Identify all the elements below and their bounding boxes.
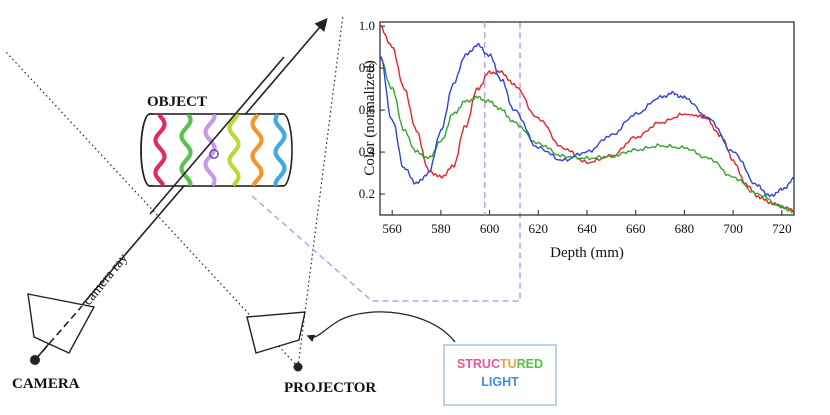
structured-light-box [443, 344, 557, 406]
y-tick-label: 0.6 [359, 102, 376, 117]
chart-series [379, 24, 795, 214]
chart-ticks: 560 580 600 620 640 660 680 700 720 0.2 0.4 0.6 0.8 1… [359, 18, 792, 236]
stripe-green [179, 113, 193, 187]
light-word: LIGHT [481, 375, 519, 389]
structured-light-part: STRUC [457, 357, 500, 371]
camera-optical-axis [34, 305, 83, 361]
chart-y-axis-label: Color (normalized) [362, 60, 378, 175]
stripe-orange [250, 113, 264, 187]
x-tick-label: 700 [723, 221, 743, 236]
series-red [379, 24, 795, 213]
x-tick-label: 600 [480, 221, 500, 236]
y-tick-label: 0.2 [359, 186, 375, 201]
camera-ray-segment [149, 56, 285, 215]
stripe-lime [227, 113, 241, 187]
camera-center-dot [30, 355, 40, 365]
x-tick-label: 680 [675, 221, 695, 236]
x-tick-label: 620 [529, 221, 549, 236]
projector-center-dot [293, 362, 303, 372]
depth-color-chart: 560 580 600 620 640 660 680 700 720 0.2 0.4 0.6 0.8 1… [359, 18, 795, 261]
projector-frustum-right [297, 14, 344, 368]
y-tick-label: 0.4 [359, 144, 376, 159]
x-tick-label: 660 [626, 221, 646, 236]
correspondence-dashed-path [251, 22, 521, 302]
series-blue [379, 42, 795, 198]
structured-light-part: TU [500, 357, 517, 371]
camera-ray-label: camera ray [80, 251, 131, 308]
x-tick-label: 640 [577, 221, 597, 236]
object-label: OBJECT [147, 94, 207, 110]
structured-light-part: RED [517, 357, 543, 371]
y-tick-label: 1.0 [359, 18, 375, 33]
structured-light-title: STRUCTURED [457, 357, 543, 371]
projector-label: PROJECTOR [284, 380, 376, 396]
camera-ray-arrow [34, 18, 328, 361]
stripe-sky [273, 113, 287, 187]
camera-label: CAMERA [12, 376, 80, 392]
x-tick-label: 720 [772, 221, 792, 236]
series-green [379, 55, 795, 214]
chart-x-axis-label: Depth (mm) [550, 245, 624, 261]
structured-light-arrow [306, 311, 456, 343]
stripe-magenta [153, 113, 167, 187]
x-tick-label: 560 [382, 221, 402, 236]
projector-frustum [246, 311, 306, 354]
x-tick-label: 580 [431, 221, 451, 236]
chart-plot-area [379, 21, 795, 216]
intersection-point [209, 149, 219, 159]
y-tick-label: 0.8 [359, 60, 375, 75]
camera-frustum [27, 293, 96, 354]
